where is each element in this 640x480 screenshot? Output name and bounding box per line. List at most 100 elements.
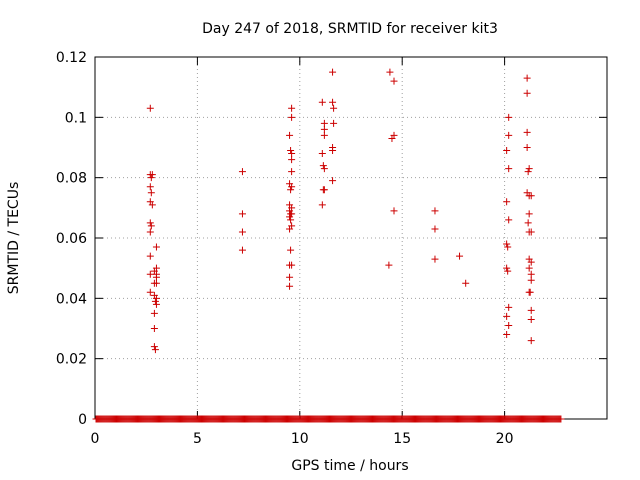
data-point <box>523 144 531 151</box>
data-point <box>152 300 160 308</box>
data-point <box>287 186 295 194</box>
data-point <box>152 273 160 281</box>
grid-lines <box>95 57 607 419</box>
data-point <box>527 315 535 323</box>
data-point <box>151 346 159 354</box>
data-point <box>288 183 296 191</box>
data-point <box>525 165 533 173</box>
data-point <box>147 189 155 197</box>
y-tick-label: 0.02 <box>56 352 87 368</box>
data-point <box>146 183 154 191</box>
data-point <box>557 415 565 423</box>
data-point <box>318 150 326 158</box>
data-point <box>150 343 158 351</box>
data-point <box>390 77 398 85</box>
data-point <box>330 119 338 127</box>
data-point <box>431 255 439 263</box>
data-point <box>527 228 535 236</box>
data-point <box>320 125 328 133</box>
data-point <box>286 225 294 233</box>
data-point <box>152 294 160 302</box>
data-point <box>320 165 328 173</box>
axis-ticks: 0 0.02 0.04 0.06 0.08 0.1 0.12 0 5 10 15 20 <box>56 50 607 447</box>
data-point <box>525 192 533 200</box>
data-point <box>286 213 294 221</box>
data-point <box>146 228 154 236</box>
data-point <box>320 131 328 139</box>
y-tick-label: 0.12 <box>56 50 87 66</box>
data-point <box>287 246 295 254</box>
data-point <box>390 131 398 139</box>
data-point <box>527 270 535 278</box>
data-point <box>504 267 512 275</box>
data-point <box>526 288 534 296</box>
y-tick-label: 0 <box>78 412 87 428</box>
data-point <box>238 168 246 176</box>
data-point <box>320 119 328 127</box>
data-point <box>329 98 337 106</box>
x-tick-label: 20 <box>496 431 514 447</box>
data-point <box>329 177 337 185</box>
y-tick-label: 0.04 <box>56 291 87 307</box>
y-axis-label: SRMTID / TECUs <box>6 182 22 295</box>
data-point <box>505 216 513 224</box>
data-point <box>288 150 296 158</box>
data-point <box>152 279 160 287</box>
data-point <box>527 337 535 345</box>
data-point <box>146 270 154 278</box>
data-point <box>462 279 470 287</box>
data-point <box>150 309 158 317</box>
data-point <box>148 171 156 179</box>
data-point <box>318 98 326 106</box>
data-point <box>288 156 296 164</box>
data-point <box>456 252 464 260</box>
x-tick-label: 5 <box>193 431 202 447</box>
data-point <box>286 282 294 290</box>
data-point <box>146 104 154 112</box>
data-point <box>146 252 154 260</box>
y-tick-label: 0.08 <box>56 171 87 187</box>
data-point <box>505 303 513 311</box>
data-point <box>148 201 156 209</box>
data-point <box>503 147 511 155</box>
data-point <box>146 219 154 227</box>
data-point <box>152 243 160 251</box>
x-tick-label: 10 <box>291 431 309 447</box>
data-point <box>503 264 511 272</box>
data-point <box>287 147 295 155</box>
data-point <box>527 276 535 284</box>
data-point <box>523 74 531 82</box>
data-point <box>286 131 294 139</box>
data-point <box>319 162 327 170</box>
data-point <box>320 186 328 194</box>
data-point <box>505 113 513 121</box>
data-point <box>146 288 154 296</box>
y-tick-label: 0.06 <box>56 231 87 247</box>
data-point <box>505 131 513 139</box>
chart-title: Day 247 of 2018, SRMTID for receiver kit… <box>202 21 498 37</box>
data-point <box>238 228 246 236</box>
data-point <box>330 104 338 112</box>
data-point <box>523 89 531 97</box>
data-point <box>505 165 513 173</box>
data-point <box>318 201 326 209</box>
data-points <box>92 68 565 423</box>
data-point <box>525 210 533 218</box>
data-point <box>147 222 155 230</box>
data-point <box>150 325 158 332</box>
y-tick-label: 0.1 <box>65 110 87 126</box>
x-axis-label: GPS time / hours <box>291 458 408 474</box>
data-point <box>524 168 532 176</box>
data-point <box>238 210 246 218</box>
data-point <box>151 297 159 305</box>
data-point <box>503 312 511 320</box>
data-point <box>385 261 393 269</box>
data-point <box>386 68 394 76</box>
data-point <box>288 113 296 121</box>
data-point <box>525 264 533 272</box>
data-point <box>287 216 295 224</box>
x-tick-label: 15 <box>393 431 411 447</box>
data-point <box>329 147 337 155</box>
data-point <box>147 174 155 182</box>
data-point <box>431 207 439 215</box>
